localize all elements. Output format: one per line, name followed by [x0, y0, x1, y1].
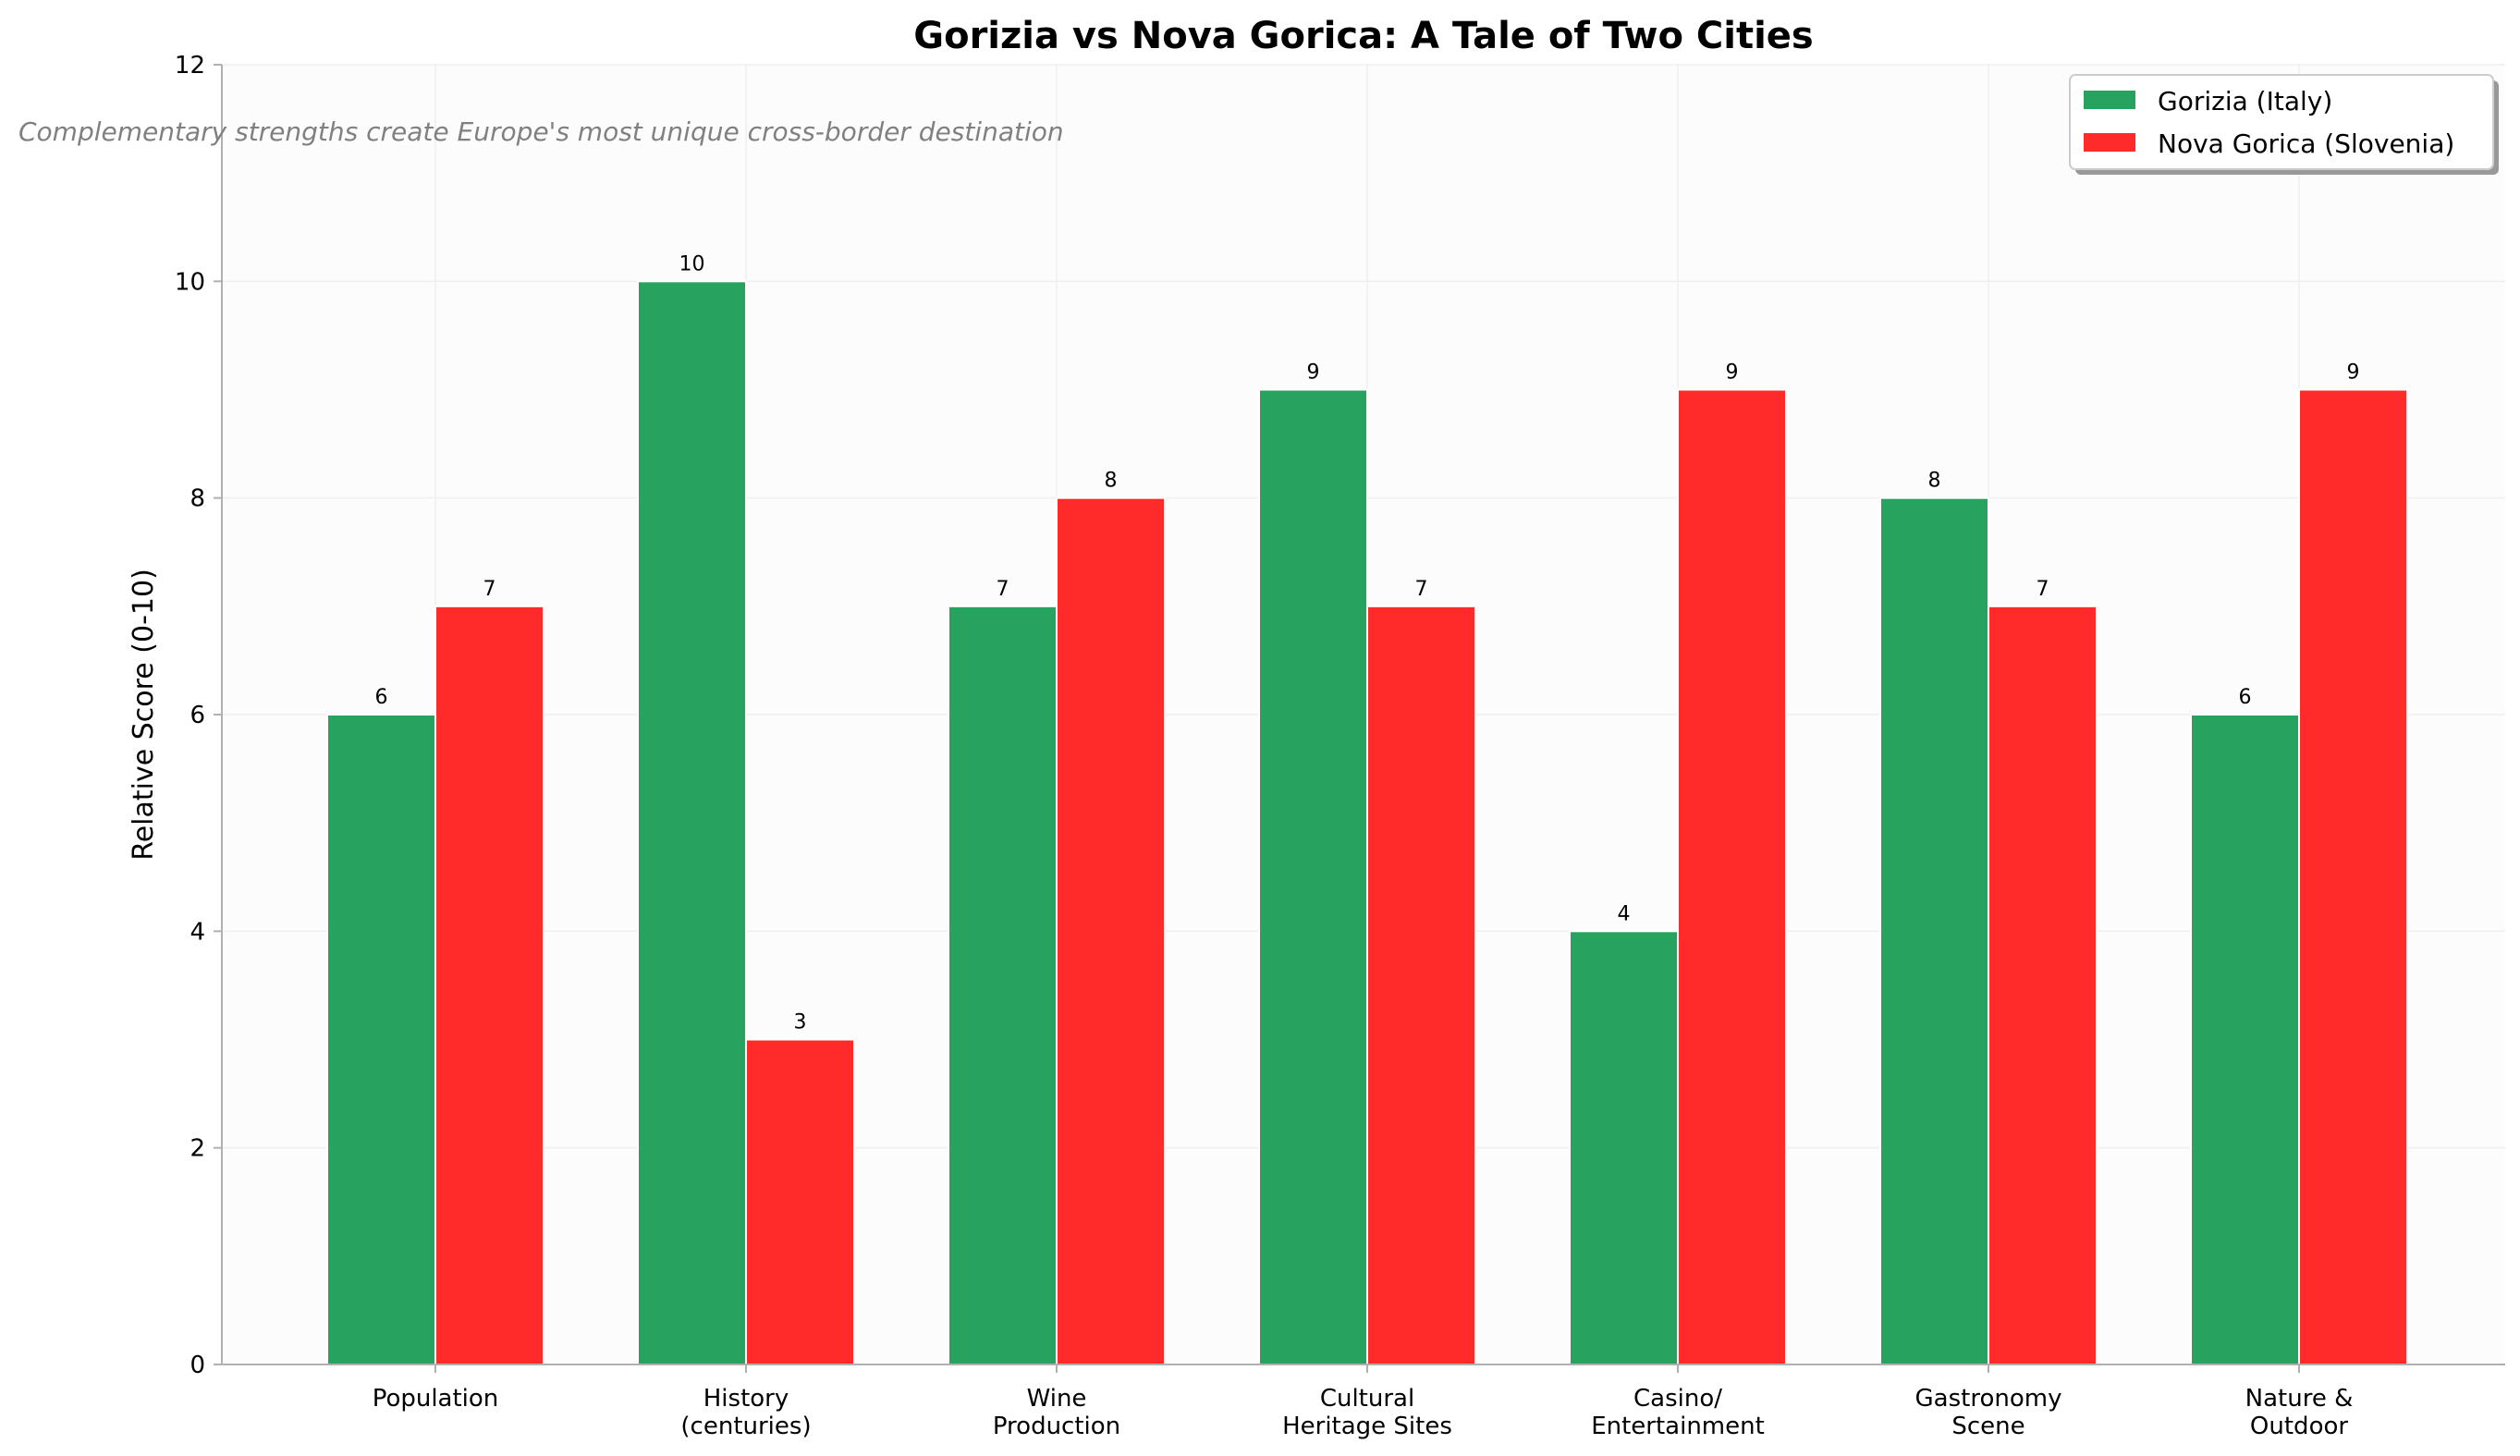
bar-gorizia[interactable] — [1258, 388, 1368, 1365]
bar-value-label: 6 — [375, 686, 388, 709]
chart-title: Gorizia vs Nova Gorica: A Tale of Two Ci… — [913, 15, 1813, 57]
legend-box — [2069, 74, 2494, 170]
x-tick-label: History (centuries) — [680, 1385, 811, 1440]
bar-value-label: 10 — [679, 252, 705, 275]
x-tick-label: Gastronomy Scene — [1915, 1385, 2062, 1440]
bar-value-labels: 6 10 7 9 4 8 6 7 3 8 7 9 7 9 — [375, 252, 2360, 1034]
x-tick-label: Casino/Entertainment — [1591, 1385, 1765, 1440]
bar-value-label: 9 — [2347, 361, 2360, 385]
bar-gorizia[interactable] — [1569, 930, 1679, 1365]
x-tick-label: Population — [373, 1385, 499, 1413]
bar-value-label: 4 — [1618, 902, 1631, 925]
y-tick-label: 2 — [190, 1135, 205, 1163]
bar-value-label: 7 — [483, 578, 496, 601]
y-tick-label: 8 — [190, 485, 205, 513]
x-tick-label: Cultural Heritage Sites — [1282, 1385, 1452, 1440]
tick-labels: 0 2 4 6 8 10 12 Population History (centuries) Win… — [175, 52, 2353, 1440]
bar-value-label: 3 — [794, 1011, 807, 1034]
y-tick-label: 0 — [190, 1352, 205, 1379]
legend-swatch-gorizia — [2084, 91, 2135, 109]
bar-value-label: 7 — [2037, 578, 2049, 601]
bar-nova-gorica[interactable] — [1056, 496, 1166, 1365]
bar-gorizia[interactable] — [326, 714, 436, 1365]
bar-gorizia[interactable] — [637, 280, 747, 1365]
bar-nova-gorica[interactable] — [2298, 388, 2408, 1365]
y-tick-label: 4 — [190, 918, 205, 946]
legend-label-gorizia: Gorizia (Italy) — [2158, 86, 2332, 116]
bar-value-label: 6 — [2239, 686, 2252, 709]
chart-subtitle: Complementary strengths create Europe's … — [18, 116, 1064, 147]
bar-gorizia[interactable] — [948, 605, 1058, 1365]
legend-swatch-nova-gorica — [2084, 133, 2135, 152]
bar-nova-gorica[interactable] — [1988, 605, 2098, 1365]
bar-value-label: 7 — [1415, 578, 1428, 601]
y-axis-label: Relative Score (0-10) — [128, 569, 160, 861]
legend-label-nova-gorica: Nova Gorica (Slovenia) — [2158, 128, 2454, 159]
bars — [326, 280, 2408, 1365]
y-tick-label: 6 — [190, 702, 205, 729]
bar-value-label: 8 — [1928, 470, 1941, 493]
x-tick-label: Wine Production — [993, 1385, 1120, 1440]
bar-gorizia[interactable] — [2190, 714, 2300, 1365]
bar-value-label: 9 — [1307, 361, 1320, 385]
bar-nova-gorica[interactable] — [745, 1038, 855, 1365]
bar-value-label: 8 — [1105, 470, 1118, 493]
y-tick-label: 12 — [175, 52, 205, 80]
bar-nova-gorica[interactable] — [1366, 605, 1476, 1365]
bar-gorizia[interactable] — [1879, 496, 1989, 1365]
bar-nova-gorica[interactable] — [1677, 388, 1787, 1365]
bar-value-label: 9 — [1726, 361, 1739, 385]
x-tick-label: Nature & Outdoor — [2245, 1385, 2354, 1440]
y-tick-label: 10 — [175, 268, 205, 296]
bar-value-label: 7 — [997, 578, 1009, 601]
bar-nova-gorica[interactable] — [434, 605, 544, 1365]
legend[interactable]: Gorizia (Italy) Nova Gorica (Slovenia) — [2069, 74, 2499, 175]
